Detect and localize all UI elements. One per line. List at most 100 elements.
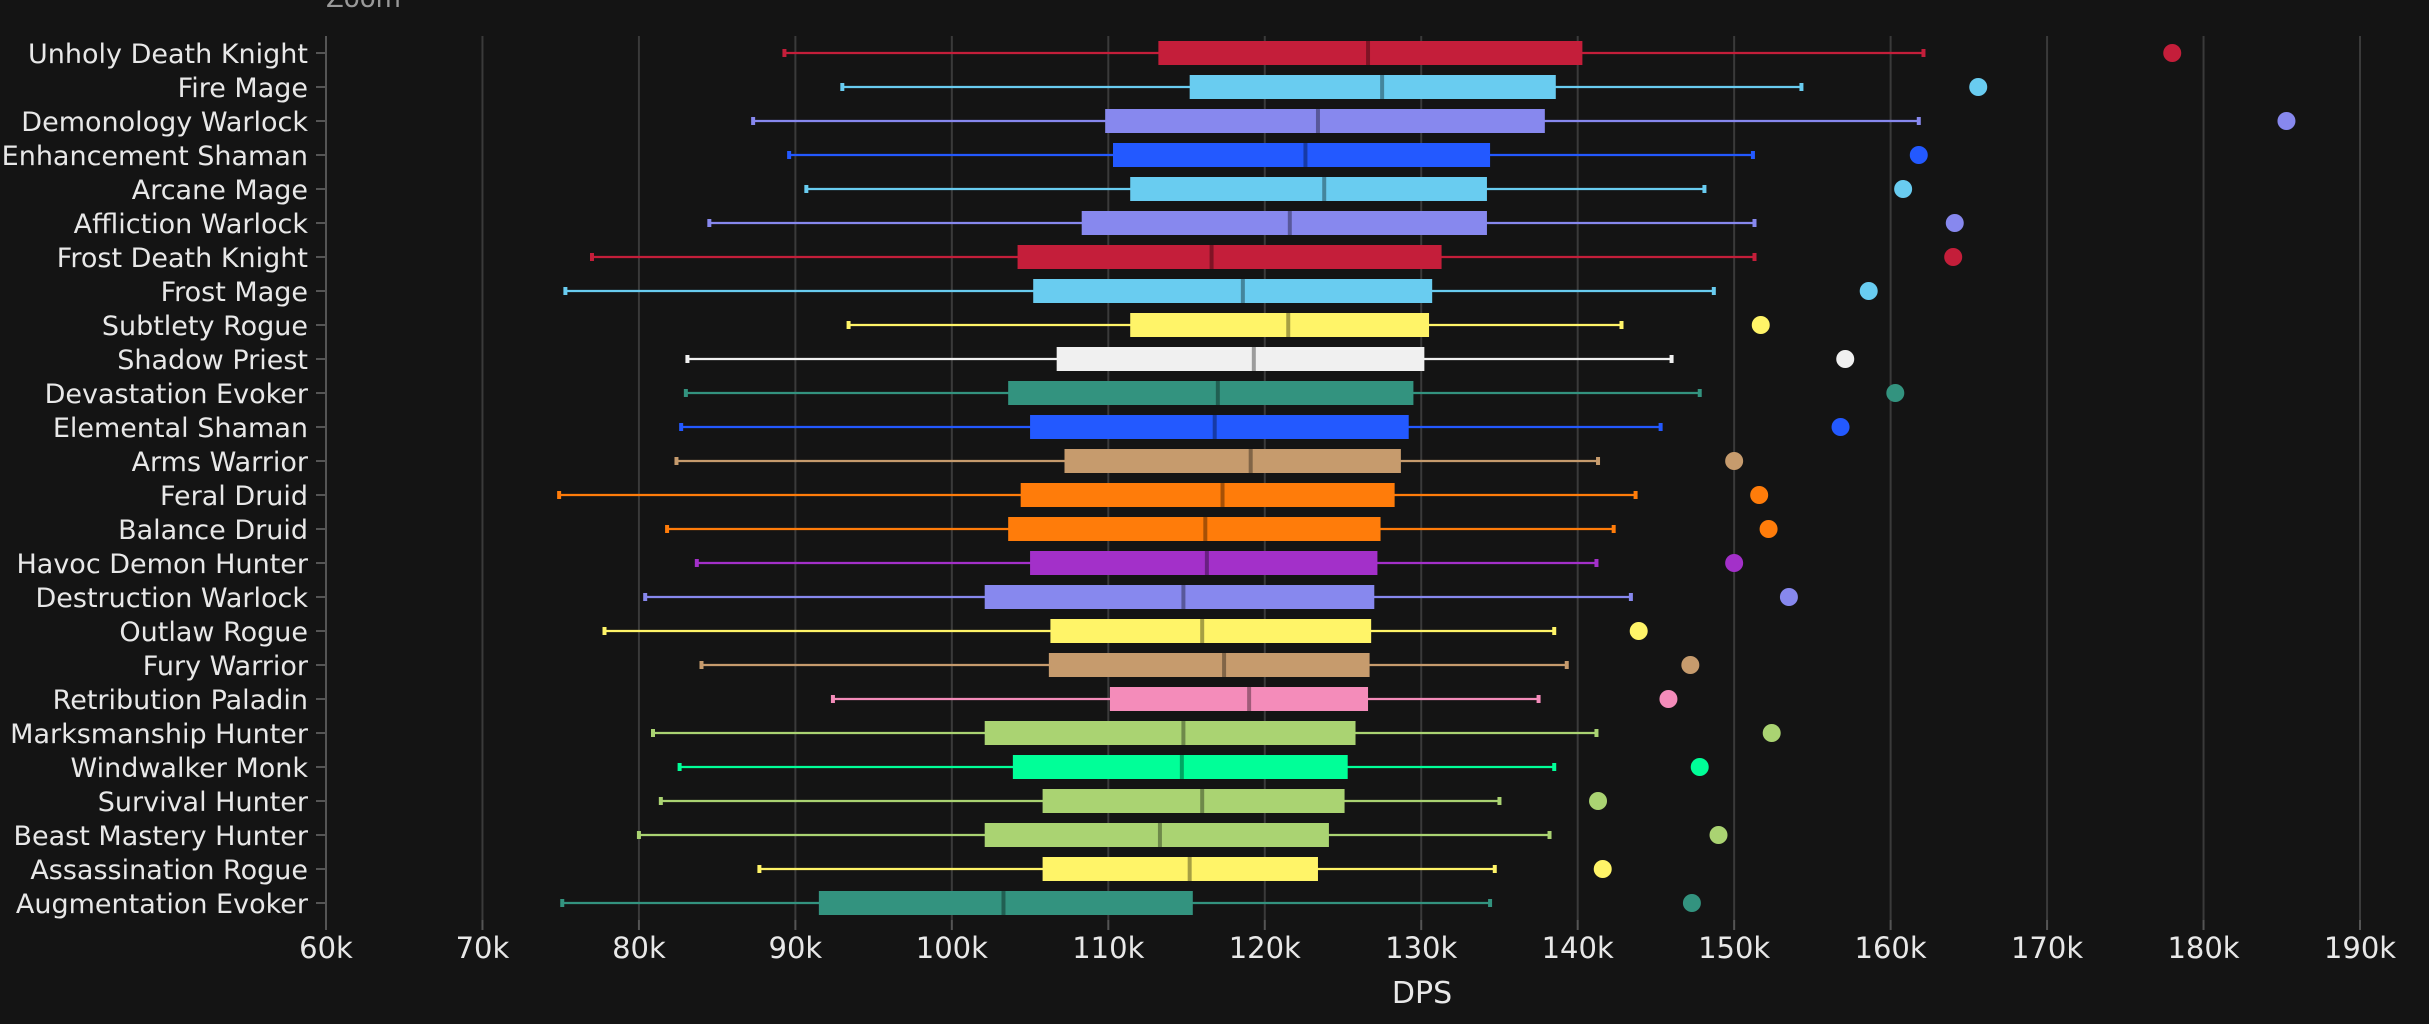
outlier-point[interactable] <box>1725 452 1744 470</box>
outlier-point[interactable] <box>1709 826 1728 844</box>
category-label: Havoc Demon Hunter <box>16 549 308 580</box>
box-row[interactable] <box>589 245 1963 269</box>
iqr-box[interactable] <box>1105 109 1545 133</box>
x-tick-label: 110k <box>1072 931 1144 965</box>
iqr-box[interactable] <box>1109 687 1369 711</box>
iqr-box[interactable] <box>1033 279 1433 303</box>
box-row[interactable] <box>557 483 1769 507</box>
outlier-point[interactable] <box>1659 690 1678 708</box>
outlier-point[interactable] <box>1945 214 1964 232</box>
box-row[interactable] <box>677 755 1709 779</box>
x-axis-title: DPS <box>1392 976 1452 1011</box>
category-label: Shadow Priest <box>117 345 308 376</box>
iqr-box[interactable] <box>1050 619 1372 643</box>
outlier-point[interactable] <box>1836 350 1855 368</box>
iqr-box[interactable] <box>1008 381 1414 405</box>
outlier-point[interactable] <box>1762 724 1781 742</box>
box-row[interactable] <box>651 721 1781 745</box>
iqr-box[interactable] <box>1189 75 1556 99</box>
outlier-point[interactable] <box>1682 894 1701 912</box>
iqr-box[interactable] <box>1017 245 1442 269</box>
box-row[interactable] <box>643 585 1798 609</box>
outlier-point[interactable] <box>1690 758 1709 776</box>
iqr-box[interactable] <box>1113 143 1491 167</box>
box-row[interactable] <box>787 143 1928 167</box>
iqr-box[interactable] <box>1030 415 1409 439</box>
category-label: Arcane Mage <box>132 175 308 206</box>
outlier-point[interactable] <box>1909 146 1928 164</box>
box-row[interactable] <box>840 75 1988 99</box>
category-label: Survival Hunter <box>98 787 309 818</box>
category-label: Devastation Evoker <box>45 379 309 410</box>
box-row[interactable] <box>846 313 1770 337</box>
category-label: Frost Death Knight <box>57 243 308 274</box>
iqr-box[interactable] <box>984 823 1329 847</box>
outlier-point[interactable] <box>1859 282 1878 300</box>
x-tick-label: 90k <box>769 931 823 965</box>
outlier-point[interactable] <box>2163 44 2182 62</box>
x-tick-label: 190k <box>2324 931 2396 965</box>
x-tick-label: 120k <box>1229 931 1301 965</box>
box-row[interactable] <box>636 823 1728 847</box>
outlier-point[interactable] <box>1589 792 1608 810</box>
category-label: Frost Mage <box>161 277 308 308</box>
iqr-box[interactable] <box>1056 347 1425 371</box>
outlier-point[interactable] <box>1779 588 1798 606</box>
category-label: Enhancement Shaman <box>2 141 308 172</box>
outlier-point[interactable] <box>1759 520 1778 538</box>
axis-layer: 60k 70k 80k 90k 100k 110k 120k 130k 140k 150k 160k… <box>299 36 2396 965</box>
iqr-box[interactable] <box>1012 755 1348 779</box>
category-label: Retribution Paladin <box>53 685 308 716</box>
box-row[interactable] <box>699 653 1700 677</box>
outlier-point[interactable] <box>1750 486 1769 504</box>
zoom-label[interactable]: Zoom <box>326 0 401 14</box>
box-row[interactable] <box>658 789 1608 813</box>
iqr-box[interactable] <box>1048 653 1370 677</box>
iqr-box[interactable] <box>1081 211 1487 235</box>
x-tick-label: 170k <box>2011 931 2083 965</box>
box-row[interactable] <box>679 415 1850 439</box>
box-row[interactable] <box>665 517 1778 541</box>
box-row[interactable] <box>804 177 1913 201</box>
iqr-box[interactable] <box>1158 41 1583 65</box>
box-row[interactable] <box>683 381 1905 405</box>
iqr-box[interactable] <box>818 891 1193 915</box>
outlier-point[interactable] <box>2277 112 2296 130</box>
outlier-point[interactable] <box>1944 248 1963 266</box>
box-row[interactable] <box>751 109 2296 133</box>
iqr-box[interactable] <box>1130 177 1487 201</box>
outlier-point[interactable] <box>1894 180 1913 198</box>
iqr-box[interactable] <box>984 585 1375 609</box>
iqr-box[interactable] <box>1130 313 1430 337</box>
category-label: Demonology Warlock <box>21 107 308 138</box>
box-row[interactable] <box>830 687 1678 711</box>
box-row[interactable] <box>757 857 1612 881</box>
outlier-point[interactable] <box>1681 656 1700 674</box>
box-row[interactable] <box>694 551 1744 575</box>
outlier-point[interactable] <box>1831 418 1850 436</box>
x-tick-label: 60k <box>299 931 353 965</box>
iqr-box[interactable] <box>984 721 1356 745</box>
box-row[interactable] <box>674 449 1744 473</box>
outlier-point[interactable] <box>1725 554 1744 572</box>
box-row[interactable] <box>602 619 1648 643</box>
box-row[interactable] <box>782 41 2182 65</box>
outlier-point[interactable] <box>1751 316 1770 334</box>
box-row[interactable] <box>685 347 1855 371</box>
outlier-point[interactable] <box>1629 622 1648 640</box>
iqr-box[interactable] <box>1042 789 1345 813</box>
category-label: Fury Warrior <box>143 651 309 682</box>
outlier-point[interactable] <box>1969 78 1988 96</box>
category-label: Feral Druid <box>160 481 308 512</box>
iqr-box[interactable] <box>1008 517 1381 541</box>
iqr-box[interactable] <box>1064 449 1401 473</box>
iqr-box[interactable] <box>1030 551 1378 575</box>
outlier-point[interactable] <box>1886 384 1905 402</box>
outlier-point[interactable] <box>1593 860 1612 878</box>
box-row[interactable] <box>707 211 1964 235</box>
iqr-box[interactable] <box>1020 483 1395 507</box>
box-row[interactable] <box>560 891 1701 915</box>
box-row[interactable] <box>563 279 1878 303</box>
iqr-box[interactable] <box>1042 857 1318 881</box>
